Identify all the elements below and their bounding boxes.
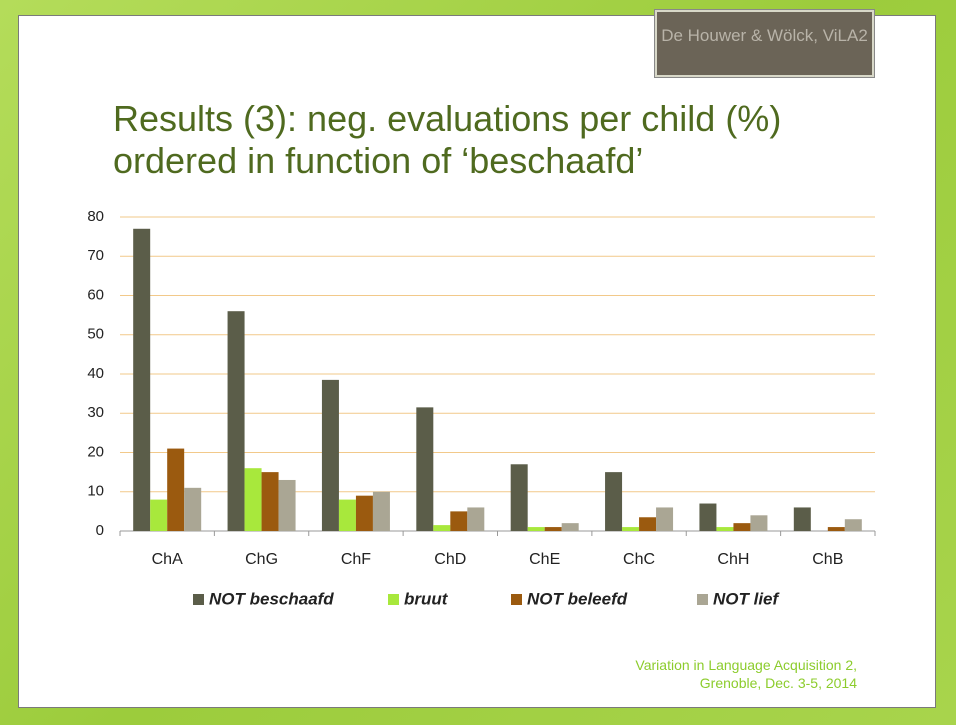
y-tick-label: 10 (87, 483, 104, 500)
y-tick-label: 40 (87, 365, 104, 382)
bar (227, 311, 245, 531)
bar (793, 507, 811, 531)
bar (133, 228, 151, 531)
bar (338, 499, 356, 531)
legend-swatch (511, 594, 522, 605)
footer-line: Grenoble, Dec. 3-5, 2014 (699, 675, 857, 691)
y-tick-label: 30 (87, 404, 104, 421)
bar (150, 499, 168, 531)
source-label: De Houwer & Wölck, ViLA2 (661, 26, 868, 45)
y-tick-label: 60 (87, 286, 104, 303)
bar (622, 527, 640, 531)
bar (261, 472, 279, 531)
source-box: De Houwer & Wölck, ViLA2 (655, 10, 874, 77)
legend-label: NOT lief (713, 589, 781, 608)
y-tick-label: 50 (87, 326, 104, 343)
bar (733, 523, 751, 531)
legend-label: bruut (404, 589, 449, 608)
bar (321, 379, 339, 531)
slide (18, 15, 936, 708)
x-tick-label: ChD (434, 551, 466, 568)
slide-title: Results (3): neg. evaluations per child … (113, 98, 782, 181)
legend-label: NOT beschaafd (209, 589, 334, 608)
bar (510, 464, 528, 531)
bar (527, 527, 545, 531)
footer-line: Variation in Language Acquisition 2, (635, 657, 857, 673)
bar (467, 507, 485, 531)
bar (450, 511, 468, 531)
x-tick-label: ChC (623, 551, 655, 568)
bar (184, 487, 202, 531)
y-tick-label: 80 (87, 208, 104, 225)
bar (561, 523, 579, 531)
x-tick-label: ChE (529, 551, 560, 568)
bar (544, 527, 562, 531)
bar (372, 491, 390, 531)
x-tick-label: ChH (717, 551, 749, 568)
bar (605, 472, 623, 531)
bar (278, 479, 296, 531)
bar (750, 515, 768, 531)
footer: Variation in Language Acquisition 2, Gre… (635, 656, 857, 692)
bar (844, 519, 862, 531)
legend-label: NOT beleefd (527, 589, 628, 608)
legend-swatch (388, 594, 399, 605)
bar (699, 503, 717, 531)
legend-swatch (697, 594, 708, 605)
bar (167, 448, 185, 531)
bar (639, 517, 657, 531)
x-tick-label: ChG (245, 551, 278, 568)
bar (244, 468, 262, 531)
bar (716, 527, 734, 531)
x-tick-label: ChB (812, 551, 843, 568)
bar (416, 407, 434, 531)
bar (355, 495, 373, 531)
y-tick-label: 20 (87, 443, 104, 460)
y-tick-label: 0 (96, 522, 104, 539)
bar (656, 507, 674, 531)
bar (827, 527, 845, 531)
x-tick-label: ChA (152, 551, 183, 568)
y-tick-label: 70 (87, 247, 104, 264)
x-tick-label: ChF (341, 551, 371, 568)
legend-swatch (193, 594, 204, 605)
bar (433, 525, 451, 531)
